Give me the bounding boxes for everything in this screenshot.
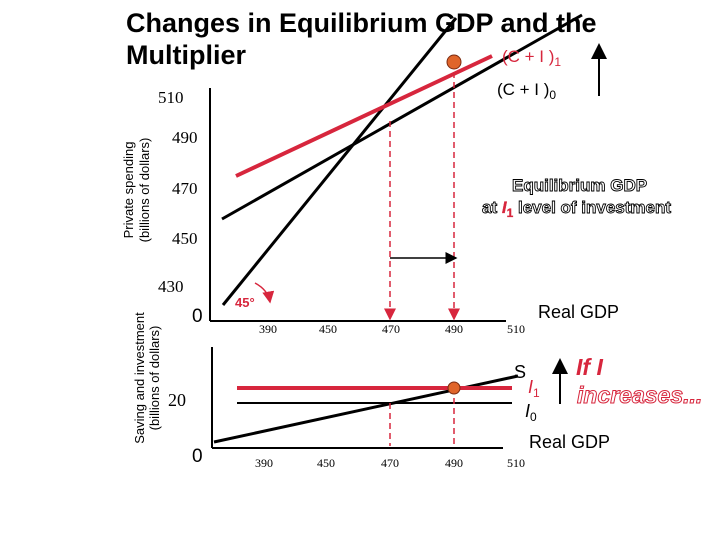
top-x-tick-510: 510 — [507, 322, 525, 336]
equilibrium-point-bottom — [447, 381, 461, 395]
bottom-y-axis-label-line2: (billions of dollars) — [147, 326, 162, 431]
equilibrium-point-top — [446, 54, 462, 70]
line-label-c-plus-i-1: (C + I )1 — [502, 47, 561, 69]
bottom-x-tick-490: 490 — [445, 456, 463, 470]
bottom-y-tick-20: 20 — [168, 390, 186, 410]
aggregate-expenditure-line-0 — [221, 13, 583, 221]
slide-title-line1: Changes in Equilibrium GDP and the — [126, 8, 597, 38]
bottom-x-tick-510: 510 — [507, 456, 525, 470]
top-origin-label: 0 — [192, 306, 203, 327]
top-x-tick-490: 490 — [445, 322, 463, 336]
top-y-tick-470: 470 — [172, 179, 198, 198]
top-x-axis-title: Real GDP — [538, 302, 619, 322]
line-label-c-plus-i-0: (C + I )0 — [497, 80, 556, 102]
angle-45-arc — [254, 282, 275, 304]
callout-if-i: If I — [576, 354, 603, 380]
bottom-x-tick-390: 390 — [255, 456, 273, 470]
aggregate-expenditure-line-1 — [235, 54, 493, 178]
saving-line — [213, 374, 519, 444]
bottom-y-axis-label-line1: Saving and investment — [132, 312, 147, 444]
investment-label-0: I0 — [525, 401, 537, 424]
annotation-equilibrium-gdp: Equilibrium GDP — [512, 176, 647, 195]
bottom-x-axis-title: Real GDP — [529, 432, 610, 452]
top-y-axis-label-line2: (billions of dollars) — [137, 138, 152, 243]
annotation-investment-level: at I1 level of investment — [482, 198, 671, 220]
top-y-tick-450: 450 — [172, 229, 198, 248]
top-x-tick-470: 470 — [382, 322, 400, 336]
forty-five-degree-line — [221, 17, 458, 306]
top-y-tick-490: 490 — [172, 128, 198, 147]
top-x-tick-390: 390 — [259, 322, 277, 336]
top-y-axis-label-line1: Private spending — [121, 142, 136, 239]
angle-45-label: 45° — [235, 295, 255, 310]
callout-increases: increases... — [577, 382, 702, 408]
investment-label-1: I1 — [528, 377, 540, 400]
slide-title-line2: Multiplier — [126, 40, 246, 70]
saving-label: S — [514, 362, 526, 382]
bottom-panel: Saving and investment (billions of dolla… — [132, 312, 703, 470]
bottom-x-tick-470: 470 — [381, 456, 399, 470]
top-y-tick-430: 430 — [158, 277, 184, 296]
top-y-tick-510: 510 — [158, 88, 184, 107]
bottom-x-tick-450: 450 — [317, 456, 335, 470]
bottom-origin-label: 0 — [192, 446, 203, 467]
top-x-tick-450: 450 — [319, 322, 337, 336]
top-panel: Private spending (billions of dollars) 5… — [121, 13, 672, 336]
